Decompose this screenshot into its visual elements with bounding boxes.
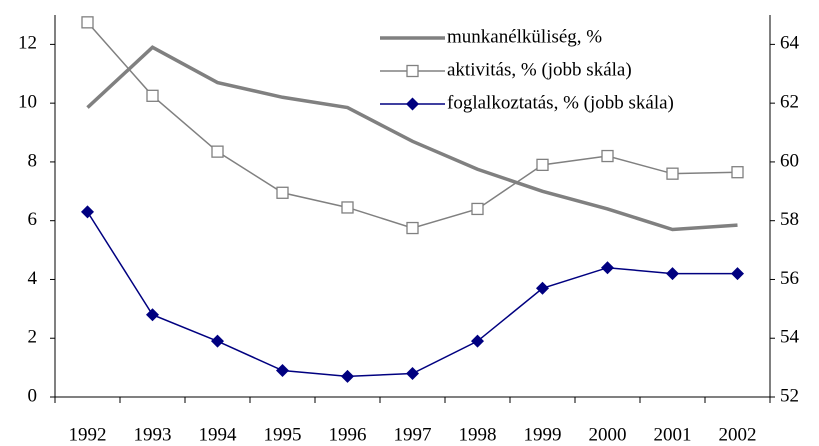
series-marker xyxy=(601,261,614,275)
x-tick-label: 2001 xyxy=(654,424,692,445)
legend-label: foglalkoztatás, % (jobb skála) xyxy=(447,92,674,113)
y2-tick-label: 58 xyxy=(780,209,799,230)
y-tick-label: 0 xyxy=(28,385,38,406)
series-marker xyxy=(471,334,484,348)
x-tick-label: 2002 xyxy=(719,424,757,445)
y-tick-label: 2 xyxy=(28,327,38,348)
series-marker xyxy=(146,89,159,102)
x-tick-label: 1996 xyxy=(329,424,367,445)
series-marker xyxy=(211,145,224,158)
y2-tick-label: 64 xyxy=(780,33,800,54)
y-tick-label: 12 xyxy=(18,33,37,54)
series-marker xyxy=(471,202,484,216)
series-line xyxy=(86,211,738,378)
series-line xyxy=(86,45,738,232)
series-marker xyxy=(146,308,159,322)
series-marker xyxy=(601,149,614,163)
x-tick-label: 1992 xyxy=(69,424,107,445)
y2-tick-label: 54 xyxy=(780,327,800,348)
x-tick-label: 2000 xyxy=(589,424,627,445)
legend-label: munkanélküliség, % xyxy=(447,26,602,47)
legend-marker xyxy=(406,97,419,111)
y-tick-label: 6 xyxy=(28,209,38,230)
x-tick-label: 1998 xyxy=(459,424,497,445)
x-tick-label: 1994 xyxy=(199,424,238,445)
series-marker xyxy=(731,267,744,281)
series-marker xyxy=(81,16,94,29)
series-marker xyxy=(536,158,549,172)
series-marker xyxy=(731,166,744,179)
x-tick-label: 1995 xyxy=(264,424,302,445)
series-line xyxy=(86,21,738,229)
y2-tick-label: 62 xyxy=(780,92,799,113)
series-marker xyxy=(276,186,289,199)
series-marker xyxy=(341,369,354,383)
series-marker xyxy=(81,205,94,219)
series-marker xyxy=(276,364,289,378)
x-tick-label: 1999 xyxy=(524,424,562,445)
series-marker xyxy=(211,334,224,348)
series-marker xyxy=(406,366,419,380)
y-tick-label: 10 xyxy=(18,92,37,113)
y-tick-label: 8 xyxy=(28,150,38,171)
series-marker xyxy=(341,201,354,214)
series-marker xyxy=(666,167,679,180)
legend-label: aktivitás, % (jobb skála) xyxy=(447,59,632,80)
series-marker xyxy=(666,267,679,281)
x-tick-label: 1997 xyxy=(394,424,432,445)
y2-tick-label: 60 xyxy=(780,150,799,171)
y2-tick-label: 52 xyxy=(780,385,799,406)
y2-tick-label: 56 xyxy=(780,268,799,289)
x-tick-label: 1993 xyxy=(134,424,172,445)
series-marker xyxy=(536,281,549,295)
legend-marker xyxy=(406,64,419,78)
y-tick-label: 4 xyxy=(28,268,38,289)
series-marker xyxy=(406,221,419,235)
